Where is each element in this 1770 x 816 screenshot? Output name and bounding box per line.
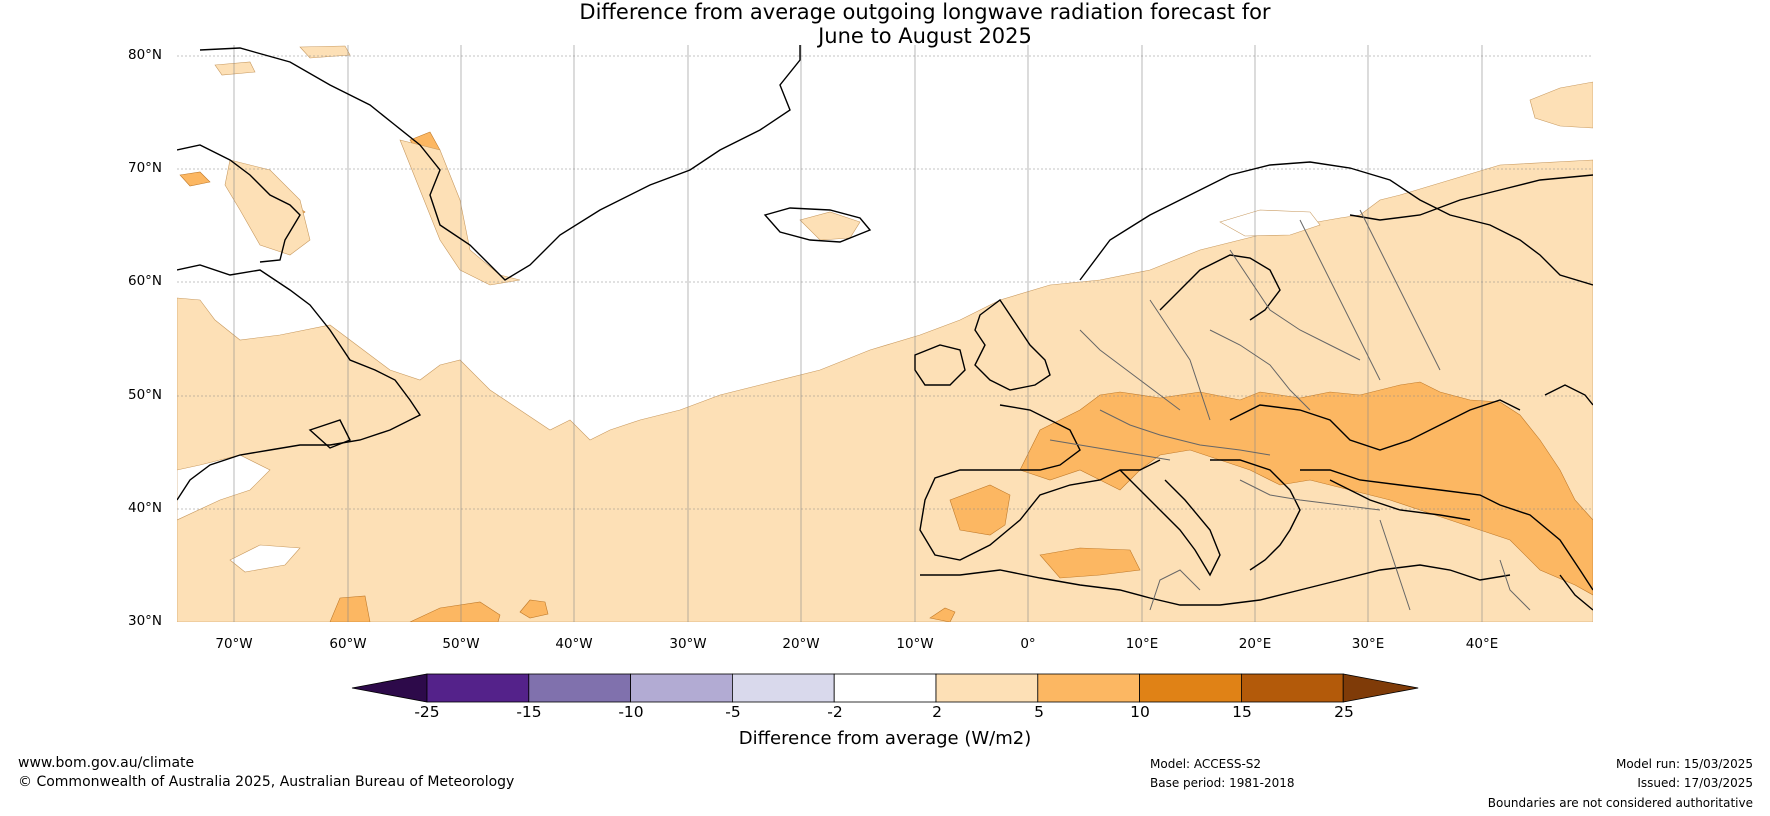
colorbar-tick: -10 (618, 703, 644, 721)
colorbar (351, 673, 1419, 703)
colorbar-segment (732, 673, 835, 703)
colorbar-tick: -15 (516, 703, 542, 721)
colorbar-tick: 25 (1334, 703, 1354, 721)
lat-label: 30°N (128, 613, 163, 629)
lon-label: 30°W (669, 636, 707, 652)
issued-text: Issued: 17/03/2025 (1637, 776, 1753, 790)
lat-label: 40°N (128, 500, 163, 516)
colorbar-segment (426, 673, 530, 703)
title-line-2: June to August 2025 (818, 24, 1032, 48)
lat-label: 80°N (128, 47, 163, 63)
lon-label: 70°W (215, 636, 253, 652)
lon-label: 20°W (782, 636, 820, 652)
colorbar-segment (935, 673, 1039, 703)
lon-label: 10°W (896, 636, 934, 652)
lon-label: 10°E (1125, 636, 1159, 652)
colorbar-segment (528, 673, 631, 703)
base-period-text: Base period: 1981-2018 (1150, 776, 1295, 790)
colorbar-tick: 10 (1130, 703, 1150, 721)
copyright-text: © Commonwealth of Australia 2025, Austra… (18, 774, 515, 790)
colorbar-segment (1241, 673, 1344, 703)
lon-label: 0° (1020, 636, 1036, 652)
colorbar-tick: 5 (1034, 703, 1044, 721)
colorbar-extend-max (1342, 673, 1419, 703)
model-text: Model: ACCESS-S2 (1150, 757, 1262, 771)
anomaly-light-region (177, 159, 1593, 622)
chart-title: Difference from average outgoing longwav… (220, 0, 1630, 48)
lon-label: 20°E (1238, 636, 1272, 652)
colorbar-tick: -5 (725, 703, 741, 721)
colorbar-tick: -2 (827, 703, 843, 721)
gridlines (177, 45, 1593, 622)
model-run-text: Model run: 15/03/2025 (1615, 757, 1753, 771)
colorbar-tick: -25 (414, 703, 440, 721)
lon-label: 40°E (1465, 636, 1499, 652)
colorbar-tick: 15 (1232, 703, 1252, 721)
lon-label: 40°W (555, 636, 593, 652)
disclaimer-text: Boundaries are not considered authoritat… (1487, 796, 1753, 810)
colorbar-segment (630, 673, 733, 703)
website-link[interactable]: www.bom.gov.au/climate (18, 755, 195, 771)
colorbar-tick: 2 (932, 703, 942, 721)
lon-label: 50°W (442, 636, 480, 652)
country-borders (1049, 209, 1531, 611)
lat-label: 50°N (128, 387, 163, 403)
coastlines (177, 45, 1593, 611)
colorbar-extend-min (351, 673, 428, 703)
colorbar-segment (833, 673, 937, 703)
colorbar-segment (1037, 673, 1141, 703)
lon-label: 60°W (329, 636, 367, 652)
anomaly-medium-region (1019, 381, 1593, 596)
title-line-1: Difference from average outgoing longwav… (579, 0, 1271, 24)
lat-label: 60°N (128, 273, 163, 289)
lat-label: 70°N (128, 160, 163, 176)
colorbar-label: Difference from average (W/m2) (738, 728, 1032, 749)
colorbar-segment (1139, 673, 1242, 703)
lon-label: 30°E (1351, 636, 1385, 652)
